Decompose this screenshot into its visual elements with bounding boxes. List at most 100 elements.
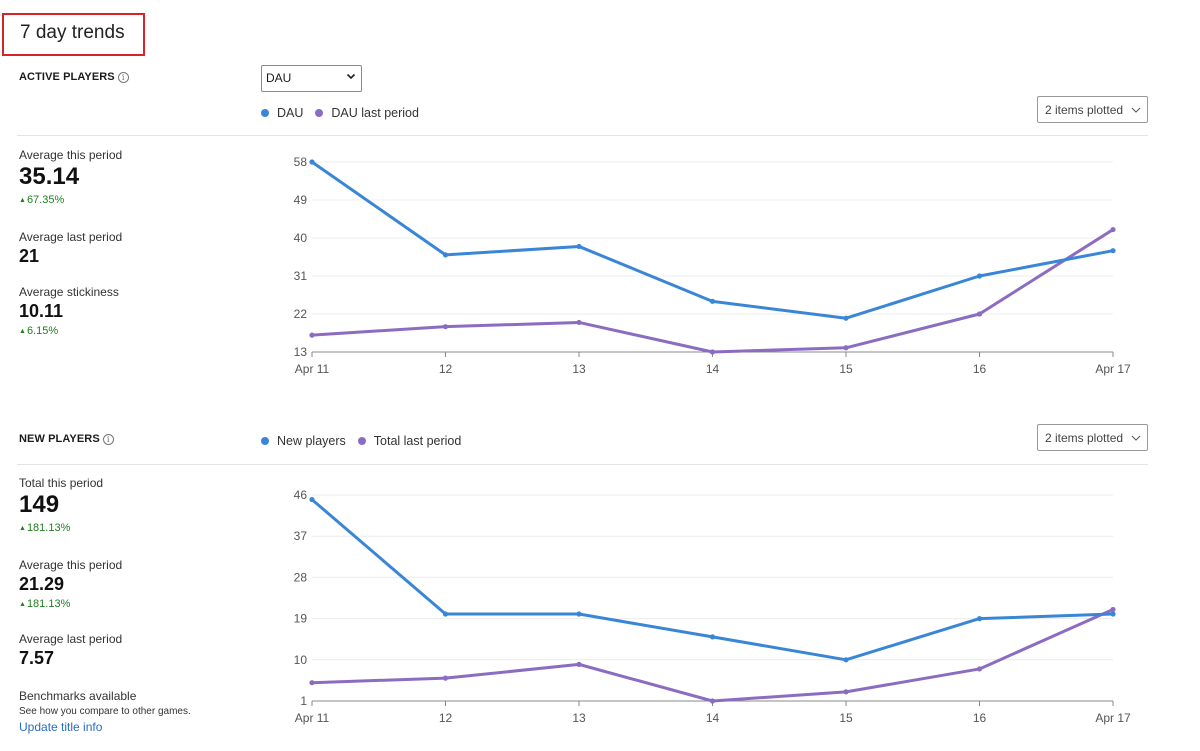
data-point: [576, 243, 582, 250]
series-line: [310, 228, 1115, 354]
new-players-chart[interactable]: 1 10 19 28 37 46 Apr 11 12 13 14 15 16 Apr 17: [0, 420, 1200, 751]
items-plotted-dropdown[interactable]: 2 items plotted: [1037, 424, 1148, 451]
data-point: [442, 611, 449, 617]
x-tick-label: 15: [839, 711, 853, 725]
data-point: [309, 496, 315, 503]
x-tick-label: Apr 11: [295, 711, 330, 725]
active-players-chart[interactable]: 13 22 31 40 49 58 Apr 11 12 13 14 15 16 Apr 17: [0, 62, 1200, 392]
stat-label: Average this period: [19, 148, 123, 162]
x-tick-label: 13: [572, 362, 586, 376]
legend-item-dau-last-period[interactable]: DAU last period: [315, 106, 419, 120]
chevron-down-icon: [1131, 435, 1141, 441]
data-point: [1110, 226, 1116, 233]
stat-average-stickiness: Average stickiness 10.11 6.15%: [19, 285, 119, 337]
legend-item-total-last-period[interactable]: Total last period: [357, 434, 462, 448]
data-point: [309, 159, 315, 165]
data-point: [976, 311, 983, 317]
y-tick-label: 13: [294, 345, 308, 359]
y-tick-label: 40: [294, 231, 308, 245]
data-point: [843, 657, 849, 663]
legend-label: DAU: [277, 106, 304, 120]
data-point: [843, 689, 849, 695]
stat-label: Average last period: [19, 230, 123, 244]
new-players-section: NEW PLAYERS i New players Total last per…: [0, 420, 1200, 751]
data-point: [709, 698, 716, 704]
stat-label: Average this period: [19, 558, 123, 572]
x-tick-label: Apr 11: [295, 362, 330, 376]
stat-change: 181.13%: [19, 598, 122, 610]
data-point: [309, 332, 315, 338]
series-line: [310, 607, 1115, 703]
stat-average-last-period: Average last period 7.57: [19, 632, 122, 669]
data-point: [976, 616, 983, 622]
info-icon[interactable]: i: [117, 71, 129, 83]
benchmarks-title: Benchmarks available: [19, 689, 137, 703]
stat-label: Average stickiness: [19, 285, 119, 299]
active-players-label: ACTIVE PLAYERS: [19, 71, 115, 83]
stat-average-this-period: Average this period 35.14 67.35%: [19, 148, 122, 206]
update-title-info-link[interactable]: Update title info: [19, 720, 103, 734]
active-players-header: ACTIVE PLAYERS i: [19, 71, 129, 83]
y-tick-label: 37: [294, 529, 308, 543]
legend-dot-icon: [261, 109, 269, 117]
y-tick-label: 19: [294, 612, 308, 626]
legend-item-dau[interactable]: DAU: [261, 106, 303, 120]
stat-label: Total this period: [19, 476, 104, 490]
stat-value: 21: [19, 246, 40, 266]
y-tick-label: 49: [294, 193, 308, 207]
legend-item-new-players[interactable]: New players: [261, 434, 346, 448]
stat-total-this-period: Total this period 149 181.13%: [19, 476, 103, 534]
stat-label: Average last period: [19, 632, 123, 646]
data-point: [576, 319, 582, 326]
legend-label: DAU last period: [331, 106, 419, 120]
data-point: [843, 345, 849, 351]
metric-select[interactable]: DAU: [261, 65, 362, 92]
active-players-section: ACTIVE PLAYERS i DAU DAU DAU last period…: [0, 62, 1200, 392]
data-point: [709, 634, 716, 640]
x-tick-label: 14: [706, 362, 720, 376]
active-players-legend: DAU DAU last period: [261, 106, 431, 120]
data-point: [442, 252, 449, 258]
stat-average-this-period: Average this period 21.29 181.13%: [19, 558, 122, 610]
data-point: [709, 349, 716, 355]
stat-change: 67.35%: [19, 194, 122, 206]
y-tick-label: 10: [294, 653, 308, 667]
y-tick-label: 28: [294, 570, 308, 584]
x-tick-label: 15: [839, 362, 853, 376]
info-icon[interactable]: i: [102, 433, 114, 445]
x-tick-label: Apr 17: [1095, 362, 1131, 376]
x-tick-label: Apr 17: [1095, 711, 1131, 725]
x-tick-label: 16: [973, 711, 987, 725]
data-point: [442, 675, 449, 681]
chevron-down-icon: [346, 73, 356, 80]
y-tick-label: 58: [294, 155, 308, 169]
stat-value: 35.14: [19, 163, 80, 190]
data-point: [442, 324, 449, 330]
data-point: [576, 611, 582, 617]
stat-change: 181.13%: [19, 522, 103, 534]
y-tick-label: 1: [300, 694, 307, 708]
legend-dot-icon: [357, 437, 366, 445]
items-plotted-label: 2 items plotted: [1045, 103, 1124, 117]
x-tick-label: 12: [439, 711, 453, 725]
stat-value: 10.11: [19, 301, 64, 321]
data-point: [1110, 606, 1116, 613]
page-title: 7 day trends: [2, 13, 145, 56]
metric-select-value: DAU: [266, 71, 292, 85]
y-tick-label: 46: [294, 488, 308, 502]
items-plotted-dropdown[interactable]: 2 items plotted: [1037, 96, 1148, 123]
chevron-down-icon: [1131, 107, 1141, 113]
legend-label: Total last period: [373, 434, 462, 448]
legend-dot-icon: [315, 109, 324, 117]
stat-average-last-period: Average last period 21: [19, 230, 122, 267]
items-plotted-label: 2 items plotted: [1045, 431, 1124, 445]
series-line: [310, 160, 1115, 320]
stat-value: 7.57: [19, 648, 55, 668]
stat-change: 6.15%: [19, 325, 119, 337]
data-point: [1110, 611, 1116, 617]
stat-value: 149: [19, 491, 60, 518]
x-tick-label: 13: [572, 711, 586, 725]
x-tick-label: 14: [706, 711, 720, 725]
legend-label: New players: [277, 434, 346, 448]
divider: [17, 464, 1148, 465]
